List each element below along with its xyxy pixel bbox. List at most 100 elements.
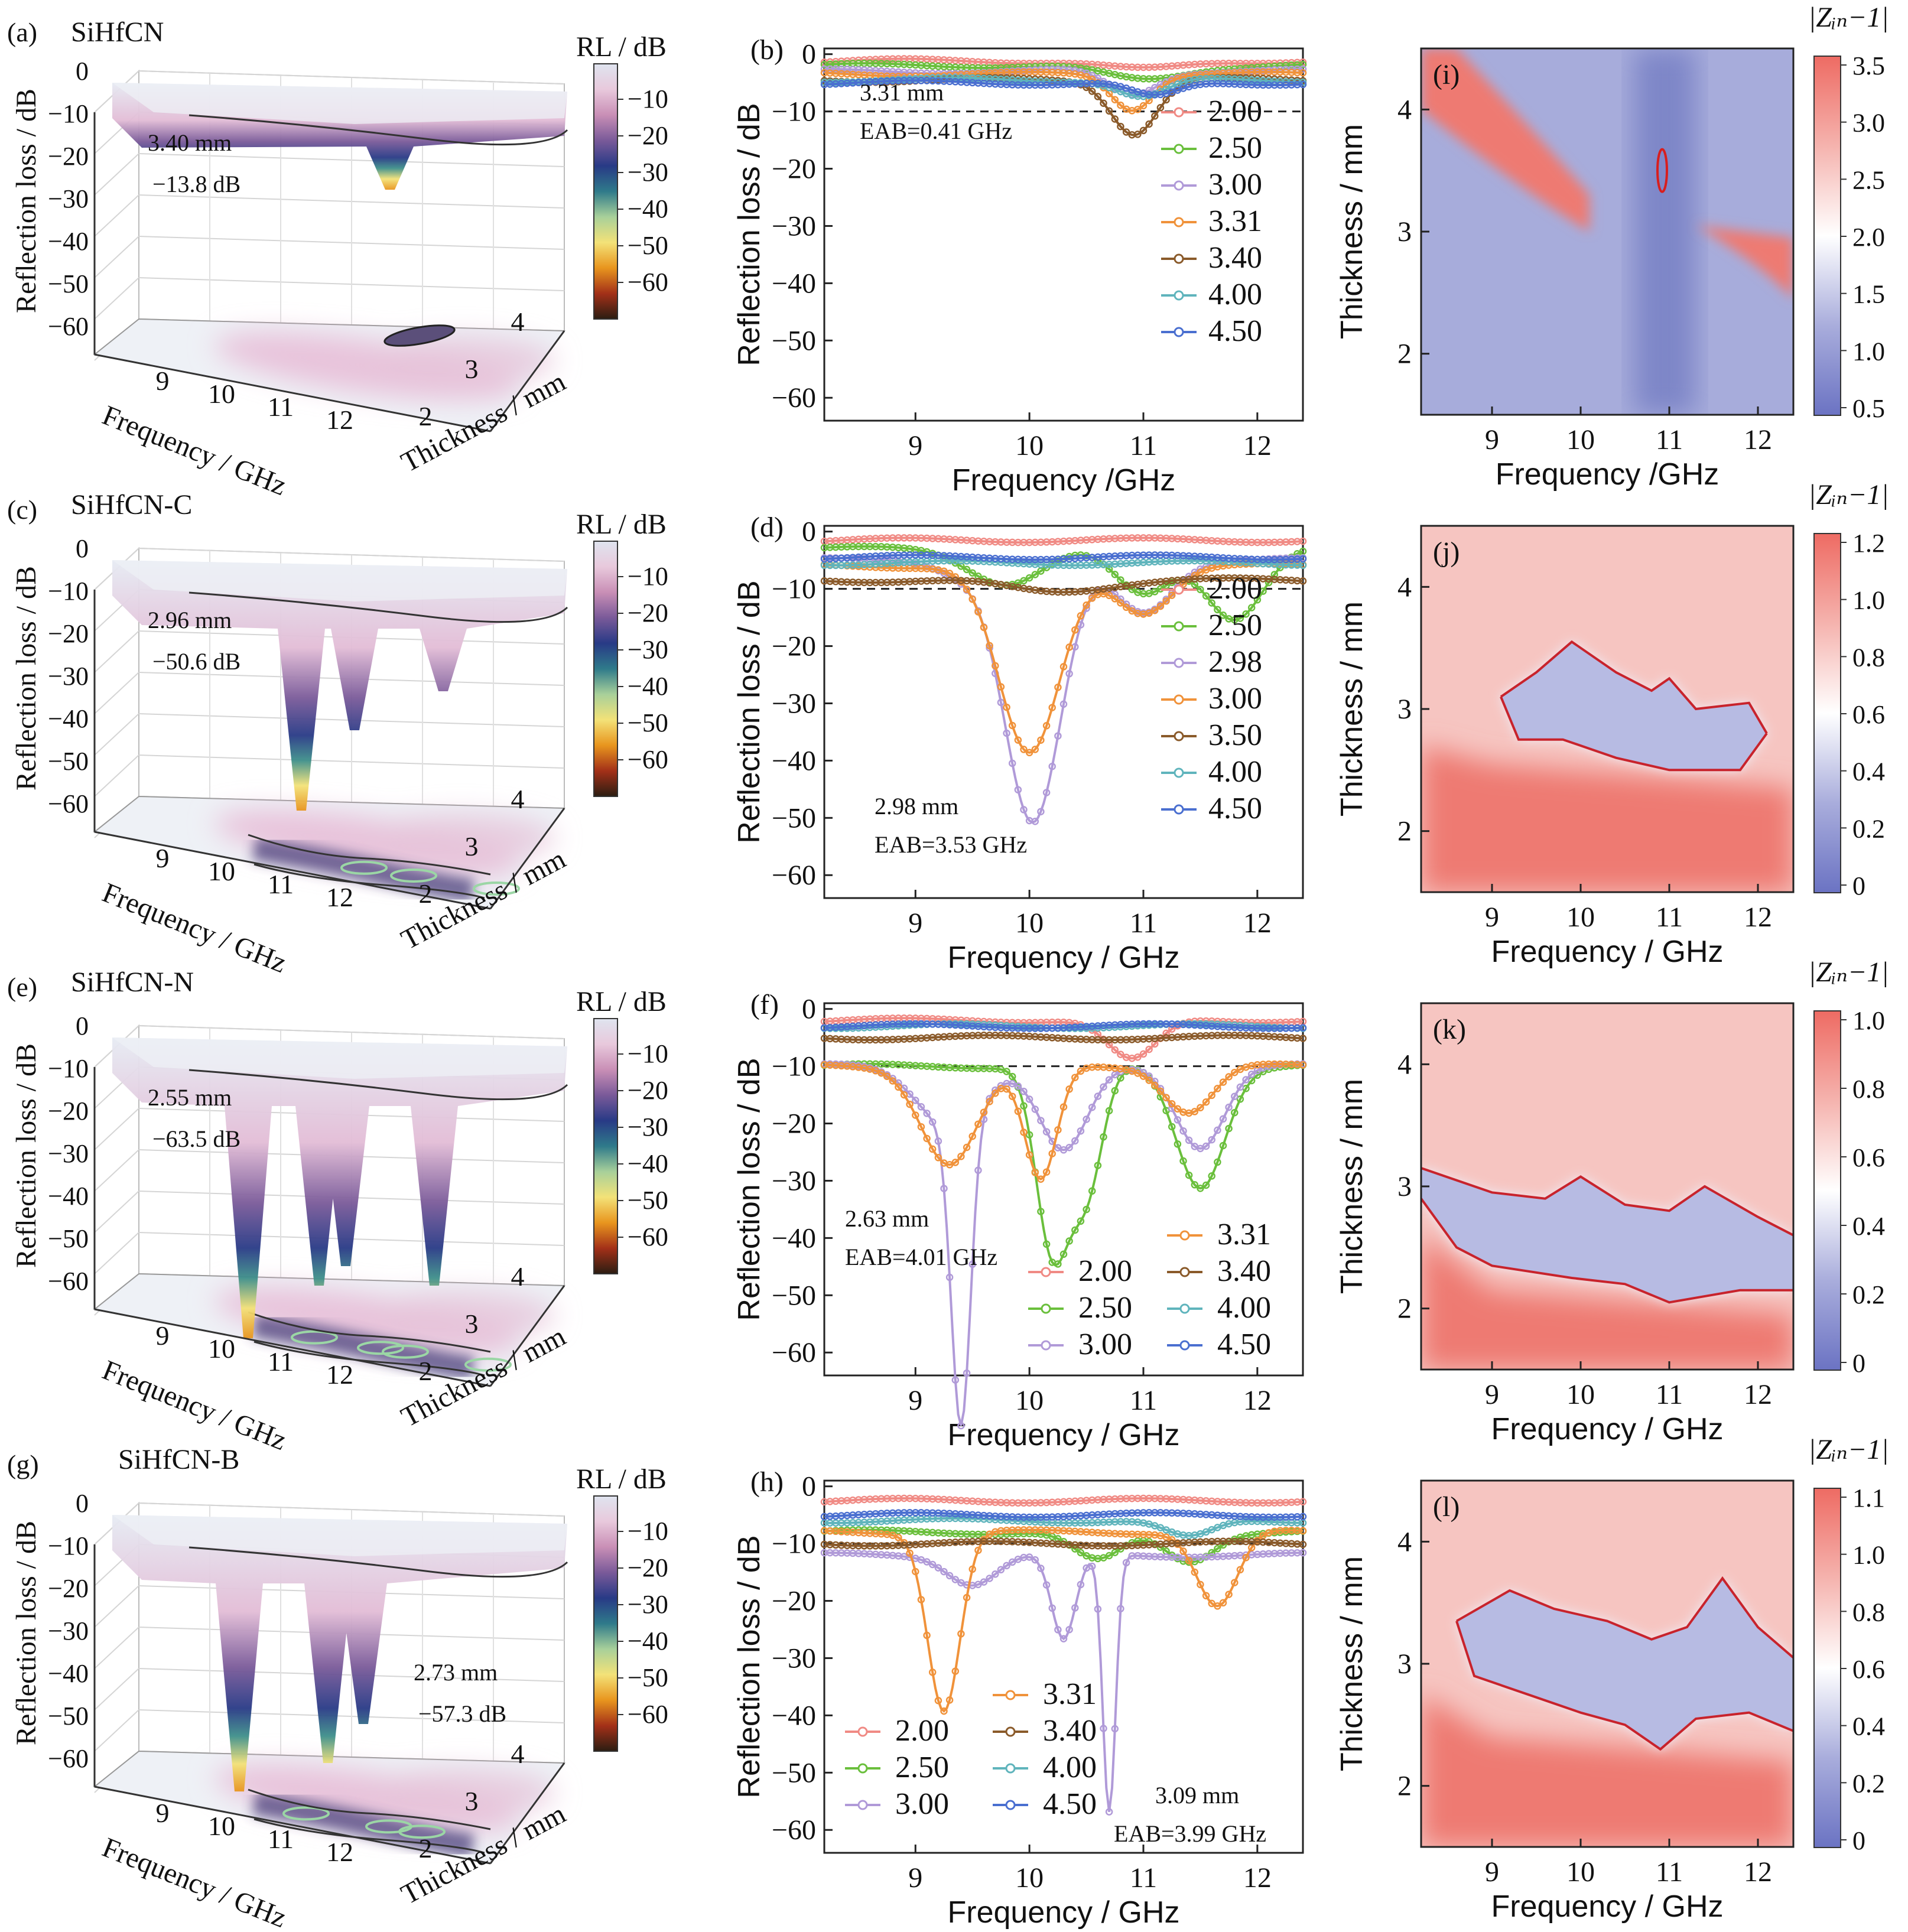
colorbar-tick-label: 1.5 <box>1852 280 1885 309</box>
y-axis-title: Reflection loss / dB <box>732 103 766 366</box>
data-point <box>986 1098 993 1105</box>
legend-label: 2.98 <box>1208 645 1262 679</box>
data-point <box>1185 1136 1193 1144</box>
data-point <box>1128 586 1136 593</box>
colorbar-tick-label: −20 <box>628 121 668 150</box>
colorbar-tick-label: 2.0 <box>1852 223 1885 252</box>
colorbar <box>593 63 618 320</box>
legend-marker <box>1174 107 1184 118</box>
contour-line <box>1656 148 1668 193</box>
x-tick-label: 9 <box>908 430 922 461</box>
data-point <box>1191 1181 1199 1189</box>
data-point <box>934 1137 942 1145</box>
contour-line <box>1456 1576 1795 1659</box>
z-tick-label: −20 <box>48 142 89 171</box>
data-point <box>1242 1554 1250 1562</box>
data-point <box>1185 1557 1193 1565</box>
data-point <box>928 1560 937 1569</box>
floor-contour <box>473 882 520 896</box>
data-point <box>968 1260 976 1269</box>
surface-contour <box>188 1069 568 1101</box>
z-tick-label: 0 <box>76 1489 89 1518</box>
colorbar-tick-label: 0.6 <box>1852 700 1885 729</box>
legend-marker <box>1174 144 1184 154</box>
legend-marker <box>1174 290 1184 301</box>
data-point <box>1025 1553 1033 1561</box>
data-point <box>895 1083 902 1091</box>
data-point <box>1299 1540 1307 1549</box>
data-point <box>1174 1105 1182 1113</box>
legend-marker <box>1174 584 1184 595</box>
colorbar-tick-label: 0 <box>1852 1826 1865 1855</box>
data-point <box>1003 1085 1010 1093</box>
data-point <box>1168 591 1176 599</box>
y-tick-label: 0 <box>802 1471 816 1502</box>
data-point <box>1054 1626 1062 1634</box>
surface-panel-c: 0 −10 −20 −30 −40 −50 −60 9 10 11 12 2 3 4 Reflection … <box>7 489 668 979</box>
y-tick-label: −50 <box>772 802 816 834</box>
data-point <box>1065 1625 1073 1634</box>
y-tick-label: −10 <box>772 1051 816 1082</box>
heat-region-inner <box>1457 1578 1793 1749</box>
y-tick-label: −40 <box>772 1222 816 1254</box>
series-markers-4.50 <box>820 1509 1307 1521</box>
data-point <box>1299 60 1307 69</box>
y-tick-label: −50 <box>772 1757 816 1788</box>
surface-highlight <box>112 1515 567 1556</box>
y-tick-label: 4 <box>511 1739 525 1769</box>
data-point <box>1105 1107 1113 1115</box>
y-axis-title: Reflection loss / dB <box>732 1058 766 1320</box>
contour-line <box>1500 640 1768 734</box>
series-line-3.00 <box>824 1062 1303 1426</box>
floor-contour-line <box>248 834 491 876</box>
data-point <box>1111 595 1119 603</box>
legend-label: 2.50 <box>895 1751 949 1784</box>
surface-highlight <box>112 83 567 124</box>
data-point <box>1219 612 1227 619</box>
data-point <box>1236 1083 1244 1091</box>
colorbar-tick-label: 0.6 <box>1852 1655 1885 1684</box>
data-point <box>1100 99 1107 107</box>
y-tick-label: 4 <box>1397 571 1412 603</box>
data-point <box>906 1100 914 1108</box>
legend-label: 4.00 <box>1043 1751 1097 1784</box>
surface <box>112 1037 567 1339</box>
colorbar-title: |Zᵢₙ−1| <box>1808 1434 1889 1465</box>
data-point <box>1168 1123 1176 1131</box>
data-point <box>980 623 988 632</box>
data-point <box>1077 1549 1085 1557</box>
y-tick-label: 4 <box>511 307 525 337</box>
data-point <box>917 1123 925 1131</box>
colorbar-tick-label: −30 <box>628 158 668 187</box>
data-point <box>1059 1250 1068 1258</box>
colorbar-tick-label: −10 <box>628 562 668 591</box>
data-point <box>1077 1127 1085 1135</box>
floor-shade <box>366 814 555 861</box>
data-point <box>1174 1116 1182 1124</box>
x-tick-label: 12 <box>1243 1385 1272 1416</box>
data-point <box>1088 87 1096 95</box>
surface <box>112 560 567 811</box>
data-point <box>986 642 993 650</box>
data-point <box>1059 663 1068 671</box>
y-tick-label: −10 <box>772 1528 816 1560</box>
data-point <box>1059 700 1068 708</box>
legend-label: 3.50 <box>1208 718 1262 752</box>
data-point <box>1077 1580 1085 1589</box>
data-point <box>1208 1136 1215 1144</box>
grid-line <box>138 70 565 84</box>
z-tick-label: −20 <box>48 1097 89 1126</box>
legend-marker <box>1005 1690 1016 1700</box>
data-point <box>1299 1024 1307 1032</box>
floor-contour <box>398 1824 446 1839</box>
data-point <box>951 1576 960 1583</box>
data-point <box>1156 1087 1165 1095</box>
data-point <box>1139 1050 1148 1058</box>
colorbar-tick-label: −10 <box>628 1517 668 1546</box>
data-point <box>928 1118 937 1126</box>
data-point <box>1071 626 1079 634</box>
data-point <box>1151 588 1159 596</box>
data-point <box>1065 1143 1073 1152</box>
plot-frame <box>823 47 1304 422</box>
x-tick-label: 10 <box>1015 908 1044 939</box>
